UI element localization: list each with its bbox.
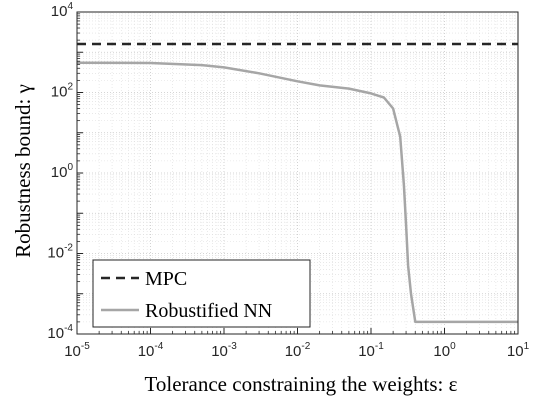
x-tick-label: 10-4 [138,341,164,360]
legend: MPC Robustified NN [92,259,311,328]
y-tick-label: 10-2 [47,243,73,262]
y-tick-label: 10-4 [47,323,73,342]
legend-label-mpc: MPC [145,268,187,290]
y-tick-label: 104 [51,1,74,20]
y-tick-label: 102 [51,82,74,101]
series-line-robustified-nn [76,61,518,324]
x-tick-label: 10-2 [285,341,311,360]
y-tick-label: 100 [51,162,74,181]
series-layer [76,42,518,324]
x-tick-label: 10-5 [64,341,90,360]
x-tick-labels: 10-5 10-4 10-3 10-2 10-1 100 101 [64,341,529,360]
x-axis-label: Tolerance constraining the weights: ε [145,372,458,396]
x-tick-label: 101 [507,341,530,360]
tick-marks [76,11,519,335]
x-tick-label: 10-1 [358,341,384,360]
x-tick-label: 100 [433,341,456,360]
y-tick-labels: 10-4 10-2 100 102 104 [47,1,73,342]
y-axis-label: Robustness bound: γ [11,84,35,258]
legend-box [92,259,311,328]
x-tick-label: 10-3 [211,341,237,360]
legend-label-robustified-nn: Robustified NN [145,300,272,322]
